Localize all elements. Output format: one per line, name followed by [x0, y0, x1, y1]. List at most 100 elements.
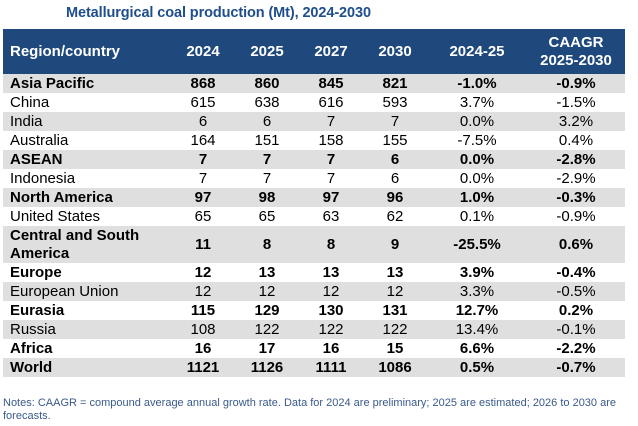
region-cell: India: [3, 112, 171, 131]
change-2024-25-cell: 6.6%: [427, 339, 527, 358]
value-2024-cell: 7: [171, 169, 235, 188]
caagr-cell: -0.9%: [527, 74, 625, 93]
value-2025-cell: 860: [235, 74, 299, 93]
caagr-cell: 0.2%: [527, 301, 625, 320]
change-2024-25-cell: 12.7%: [427, 301, 527, 320]
value-2030-cell: 6: [363, 169, 427, 188]
caagr-cell: -1.5%: [527, 93, 625, 112]
value-2030-cell: 821: [363, 74, 427, 93]
region-cell: China: [3, 93, 171, 112]
value-2030-cell: 155: [363, 131, 427, 150]
change-2024-25-cell: 1.0%: [427, 188, 527, 207]
change-2024-25-cell: 13.4%: [427, 320, 527, 339]
caagr-cell: 0.6%: [527, 226, 625, 263]
table-row: European Union 12 12 12 12 3.3% -0.5%: [3, 282, 625, 301]
value-2027-cell: 130: [299, 301, 363, 320]
region-cell: North America: [3, 188, 171, 207]
caagr-cell: -0.4%: [527, 263, 625, 282]
value-2030-cell: 12: [363, 282, 427, 301]
value-2024-cell: 16: [171, 339, 235, 358]
table-body: Asia Pacific 868 860 845 821 -1.0% -0.9% China 6…: [3, 74, 625, 377]
caagr-cell: 0.4%: [527, 131, 625, 150]
value-2024-cell: 868: [171, 74, 235, 93]
value-2030-cell: 6: [363, 150, 427, 169]
region-cell: United States: [3, 207, 171, 226]
caagr-cell: 3.2%: [527, 112, 625, 131]
region-cell: Asia Pacific: [3, 74, 171, 93]
region-cell: Central and South America: [3, 226, 171, 263]
change-2024-25-cell: 0.0%: [427, 169, 527, 188]
table-row: World 1121 1126 1111 1086 0.5% -0.7%: [3, 358, 625, 377]
table-row: Asia Pacific 868 860 845 821 -1.0% -0.9%: [3, 74, 625, 93]
value-2027-cell: 7: [299, 169, 363, 188]
header-caagr: CAAGR 2025-2030: [527, 29, 625, 74]
header-2030: 2030: [363, 29, 427, 74]
value-2027-cell: 616: [299, 93, 363, 112]
value-2030-cell: 593: [363, 93, 427, 112]
region-cell: ASEAN: [3, 150, 171, 169]
region-cell: Russia: [3, 320, 171, 339]
caagr-cell: -2.2%: [527, 339, 625, 358]
value-2024-cell: 108: [171, 320, 235, 339]
table-row: Russia 108 122 122 122 13.4% -0.1%: [3, 320, 625, 339]
value-2027-cell: 1111: [299, 358, 363, 377]
value-2025-cell: 17: [235, 339, 299, 358]
value-2025-cell: 7: [235, 150, 299, 169]
value-2027-cell: 7: [299, 112, 363, 131]
value-2025-cell: 638: [235, 93, 299, 112]
region-cell: World: [3, 358, 171, 377]
value-2024-cell: 164: [171, 131, 235, 150]
value-2025-cell: 13: [235, 263, 299, 282]
value-2024-cell: 1121: [171, 358, 235, 377]
change-2024-25-cell: 0.1%: [427, 207, 527, 226]
value-2030-cell: 13: [363, 263, 427, 282]
value-2024-cell: 97: [171, 188, 235, 207]
value-2030-cell: 62: [363, 207, 427, 226]
change-2024-25-cell: -25.5%: [427, 226, 527, 263]
value-2025-cell: 8: [235, 226, 299, 263]
value-2024-cell: 6: [171, 112, 235, 131]
table-header-row: Region/country 2024 2025 2027 2030 2024-…: [3, 29, 625, 74]
caagr-cell: -2.9%: [527, 169, 625, 188]
table-row: Central and South America 11 8 8 9 -25.5% 0.6%: [3, 226, 625, 263]
table-notes: Notes: CAAGR = compound average annual g…: [3, 397, 616, 422]
change-2024-25-cell: 3.3%: [427, 282, 527, 301]
header-caagr-line2: 2025-2030: [540, 51, 612, 69]
table-title: Metallurgical coal production (Mt), 2024…: [66, 5, 371, 21]
change-2024-25-cell: 3.7%: [427, 93, 527, 112]
value-2030-cell: 15: [363, 339, 427, 358]
value-2024-cell: 11: [171, 226, 235, 263]
value-2027-cell: 63: [299, 207, 363, 226]
value-2030-cell: 131: [363, 301, 427, 320]
change-2024-25-cell: 0.5%: [427, 358, 527, 377]
header-region: Region/country: [3, 29, 171, 74]
coal-production-table: Region/country 2024 2025 2027 2030 2024-…: [3, 29, 625, 377]
table-row: India 6 6 7 7 0.0% 3.2%: [3, 112, 625, 131]
value-2027-cell: 158: [299, 131, 363, 150]
table-row: ASEAN 7 7 7 6 0.0% -2.8%: [3, 150, 625, 169]
header-2024: 2024: [171, 29, 235, 74]
value-2025-cell: 65: [235, 207, 299, 226]
value-2027-cell: 8: [299, 226, 363, 263]
value-2027-cell: 13: [299, 263, 363, 282]
value-2025-cell: 151: [235, 131, 299, 150]
value-2030-cell: 96: [363, 188, 427, 207]
value-2025-cell: 12: [235, 282, 299, 301]
table-row: Europe 12 13 13 13 3.9% -0.4%: [3, 263, 625, 282]
value-2024-cell: 615: [171, 93, 235, 112]
value-2030-cell: 7: [363, 112, 427, 131]
value-2025-cell: 1126: [235, 358, 299, 377]
change-2024-25-cell: 0.0%: [427, 150, 527, 169]
value-2025-cell: 6: [235, 112, 299, 131]
table-row: Australia 164 151 158 155 -7.5% 0.4%: [3, 131, 625, 150]
value-2027-cell: 845: [299, 74, 363, 93]
value-2027-cell: 122: [299, 320, 363, 339]
region-cell: European Union: [3, 282, 171, 301]
value-2024-cell: 7: [171, 150, 235, 169]
value-2027-cell: 16: [299, 339, 363, 358]
caagr-cell: -0.9%: [527, 207, 625, 226]
caagr-cell: -2.8%: [527, 150, 625, 169]
header-2027: 2027: [299, 29, 363, 74]
value-2025-cell: 7: [235, 169, 299, 188]
table-row: China 615 638 616 593 3.7% -1.5%: [3, 93, 625, 112]
